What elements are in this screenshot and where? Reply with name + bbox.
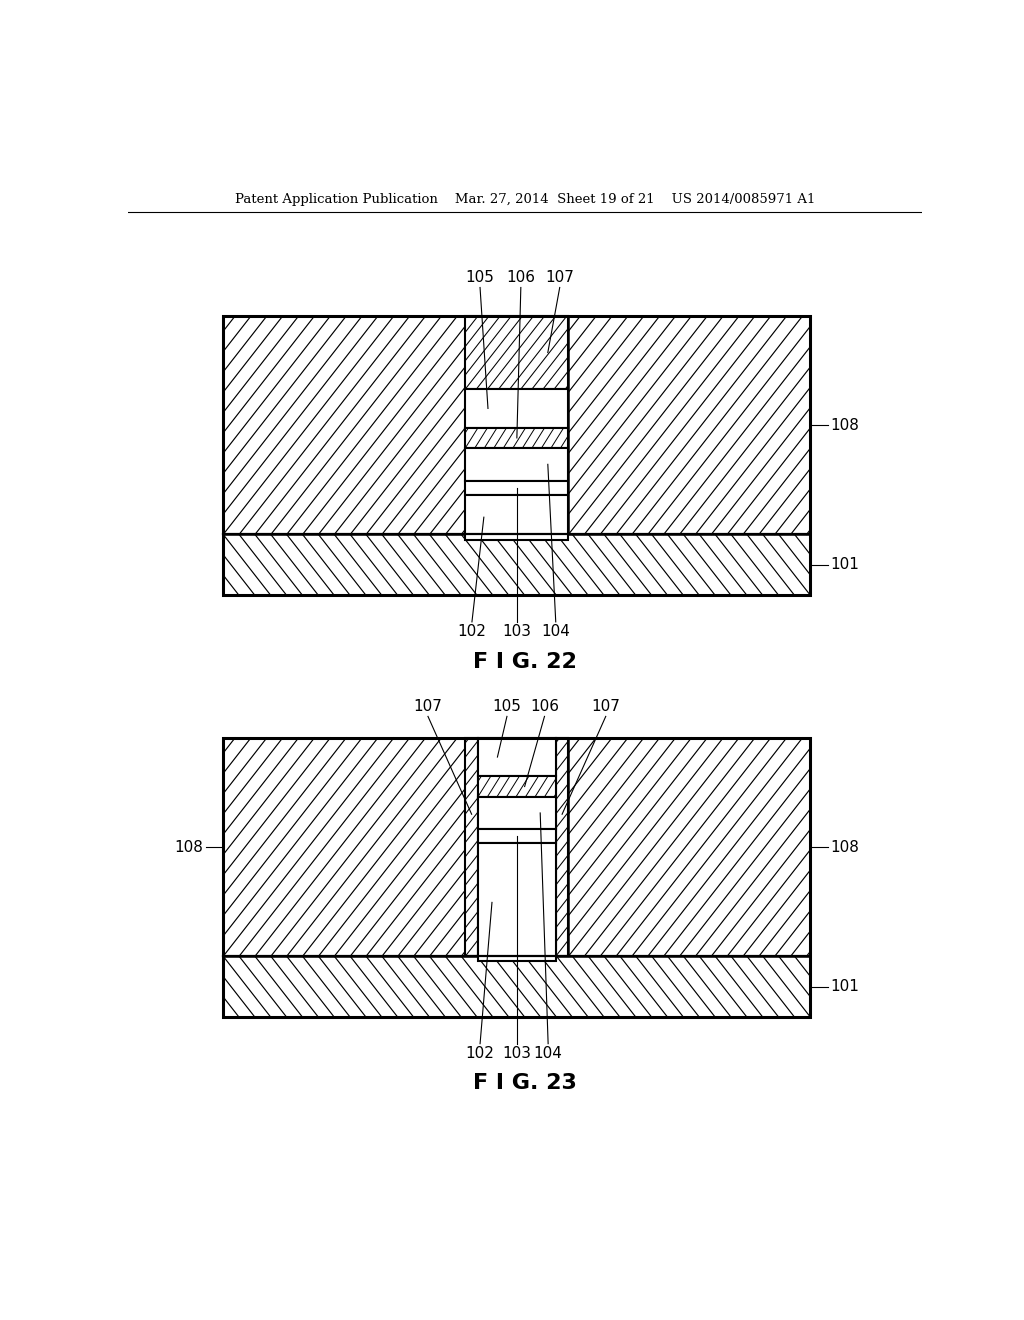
- Bar: [568, 738, 811, 956]
- Bar: [223, 738, 811, 1018]
- Bar: [478, 776, 556, 797]
- Bar: [478, 829, 556, 843]
- Bar: [478, 843, 556, 961]
- Text: 102: 102: [458, 624, 486, 639]
- Bar: [223, 535, 811, 595]
- Text: 107: 107: [414, 700, 442, 714]
- Text: F I G. 22: F I G. 22: [473, 652, 577, 672]
- Text: 104: 104: [534, 1045, 562, 1061]
- Bar: [556, 738, 568, 956]
- Bar: [465, 315, 568, 389]
- Bar: [223, 738, 465, 956]
- Text: Patent Application Publication    Mar. 27, 2014  Sheet 19 of 21    US 2014/00859: Patent Application Publication Mar. 27, …: [234, 193, 815, 206]
- Text: 105: 105: [466, 271, 495, 285]
- Text: 103: 103: [503, 1045, 531, 1061]
- Text: 105: 105: [493, 700, 521, 714]
- Bar: [223, 315, 811, 595]
- Bar: [465, 389, 568, 428]
- Bar: [465, 447, 568, 480]
- Text: 106: 106: [506, 271, 536, 285]
- Bar: [465, 495, 568, 540]
- Text: 108: 108: [830, 840, 859, 854]
- Text: 103: 103: [503, 624, 531, 639]
- Text: 101: 101: [830, 557, 859, 573]
- Text: 102: 102: [466, 1045, 495, 1061]
- Text: 108: 108: [174, 840, 204, 854]
- Bar: [465, 428, 568, 447]
- Bar: [465, 738, 478, 956]
- Bar: [223, 956, 811, 1018]
- Bar: [223, 315, 465, 535]
- Bar: [478, 738, 556, 776]
- Text: 101: 101: [830, 979, 859, 994]
- Text: 104: 104: [542, 624, 570, 639]
- Text: 108: 108: [830, 417, 859, 433]
- Text: 107: 107: [591, 700, 621, 714]
- Text: F I G. 23: F I G. 23: [473, 1073, 577, 1093]
- Text: 106: 106: [530, 700, 559, 714]
- Bar: [465, 480, 568, 495]
- Text: 107: 107: [546, 271, 574, 285]
- Bar: [478, 797, 556, 829]
- Bar: [568, 315, 811, 535]
